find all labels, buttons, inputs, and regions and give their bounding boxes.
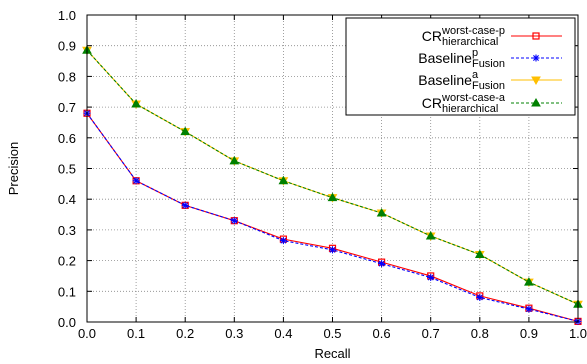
asterisk-marker [427, 273, 435, 281]
x-tick-label: 0.0 [78, 326, 96, 341]
asterisk-marker [279, 237, 287, 245]
square-marker [532, 32, 540, 40]
y-tick-label: 0.7 [58, 100, 76, 115]
y-tick-label: 0.4 [58, 192, 76, 207]
y-tick-label: 0.9 [58, 39, 76, 54]
legend-box [345, 17, 576, 116]
y-axis-ticks: 0.0 0.1 0.2 0.3 0.4 0.5 0.6 0.7 0.8 0.9 1.0 [58, 8, 578, 330]
triangle-up-marker [531, 97, 541, 107]
y-tick-label: 0.8 [58, 69, 76, 84]
triangle-up-marker [524, 277, 534, 286]
legend-label-base: Baseline [418, 72, 472, 88]
legend-label-sub: Fusion [472, 80, 505, 92]
x-tick-label: 0.3 [225, 326, 243, 341]
legend-label-sub: hierarchical [442, 36, 498, 48]
legend-label-sub: Fusion [472, 58, 505, 70]
triangle-up-marker [180, 126, 191, 136]
triangle-down-marker [531, 76, 541, 86]
legend-label-superscript: a [472, 69, 479, 81]
legend-label-superscript: worst-case-a [441, 92, 506, 104]
x-tick-label: 0.9 [520, 326, 538, 341]
asterisk-marker [181, 201, 189, 209]
asterisk-marker [532, 54, 540, 62]
legend-label: CR [422, 95, 442, 111]
x-axis-label: Recall [314, 346, 350, 361]
triangle-up-marker [474, 249, 485, 258]
triangle-up-marker [327, 192, 338, 202]
triangle-up-marker [425, 231, 436, 240]
triangle-up-marker [278, 175, 289, 185]
legend-label-base: Baseline [418, 50, 472, 66]
y-tick-label: 0.0 [58, 315, 76, 330]
asterisk-marker [525, 305, 533, 313]
legend-label-superscript: worst-case-p [441, 25, 505, 37]
triangle-up-marker [229, 155, 240, 165]
asterisk-marker [230, 217, 238, 225]
triangle-up-marker [131, 99, 141, 108]
legend-label: Baseline [418, 72, 472, 88]
asterisk-marker [378, 260, 386, 268]
asterisk-marker [329, 246, 336, 254]
asterisk-marker [132, 177, 140, 185]
x-tick-label: 0.2 [176, 326, 194, 341]
x-tick-label: 0.5 [323, 326, 341, 341]
plot-frame [86, 14, 579, 323]
x-tick-label: 0.7 [422, 326, 440, 341]
y-tick-label: 0.5 [58, 162, 76, 177]
y-tick-label: 0.6 [58, 131, 76, 146]
legend-label-sub: hierarchical [442, 103, 498, 115]
x-tick-label: 0.6 [373, 326, 391, 341]
series-2 [83, 109, 582, 325]
x-tick-label: 0.1 [127, 326, 145, 341]
series-1 [83, 109, 582, 325]
y-tick-label: 0.3 [58, 223, 76, 238]
x-tick-label: 0.8 [471, 326, 489, 341]
y-tick-label: 0.1 [58, 284, 76, 299]
x-tick-label: 1.0 [569, 326, 587, 341]
x-tick-label: 0.4 [274, 326, 292, 341]
legend-label-superscript: p [472, 47, 478, 59]
triangle-up-marker [376, 208, 387, 217]
y-tick-label: 0.2 [58, 254, 76, 269]
legend-label-base: CR [422, 95, 442, 111]
y-tick-label: 1.0 [58, 8, 76, 23]
legend-label-base: CR [422, 28, 442, 44]
asterisk-marker [476, 293, 484, 301]
legend-label: CR [422, 28, 442, 44]
legend-label: Baseline [418, 50, 472, 66]
y-axis-label: Precision [6, 142, 21, 195]
